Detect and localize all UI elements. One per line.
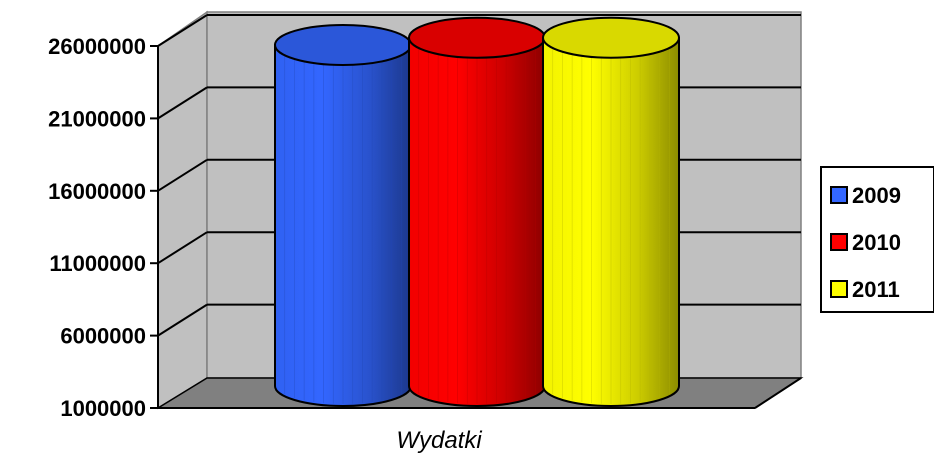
legend: 2009 2010 2011 xyxy=(820,166,934,313)
y-axis-ticks: 1000000 6000000 11000000 16000000 21000000 26… xyxy=(48,34,158,421)
gridline-left-wall xyxy=(157,158,208,192)
bar-top xyxy=(542,16,680,59)
legend-label-2011: 2011 xyxy=(852,277,900,302)
bar-body xyxy=(542,36,680,407)
bar-top xyxy=(408,16,546,59)
legend-label-2010: 2010 xyxy=(852,230,901,255)
legend-label-2009: 2009 xyxy=(852,183,901,208)
bars xyxy=(274,16,680,407)
legend-swatch-2011 xyxy=(830,280,848,298)
gridline-left-wall xyxy=(157,14,208,47)
bar-2010 xyxy=(408,16,546,407)
y-tick-label: 6000000 xyxy=(60,324,146,349)
bar-2011 xyxy=(542,16,680,407)
y-tick-label: 16000000 xyxy=(48,179,146,204)
gridline-left-wall xyxy=(157,231,208,265)
y-tick-label: 21000000 xyxy=(48,106,146,131)
legend-swatch-2010 xyxy=(830,233,848,251)
gridline-left-wall xyxy=(157,86,208,120)
gridline-left-wall xyxy=(157,303,208,337)
bar-body xyxy=(408,36,546,407)
x-category-label: Wydatki xyxy=(396,427,482,454)
y-tick-label: 26000000 xyxy=(48,34,146,59)
legend-swatch-2009 xyxy=(830,186,848,204)
y-tick-label: 11000000 xyxy=(49,251,146,276)
bar-top xyxy=(274,23,412,66)
y-tick-label: 1000000 xyxy=(60,396,146,421)
left-wall xyxy=(157,10,208,410)
bar-body xyxy=(274,43,412,407)
bar-2009 xyxy=(274,23,412,407)
x-axis-end-tick xyxy=(754,377,802,409)
